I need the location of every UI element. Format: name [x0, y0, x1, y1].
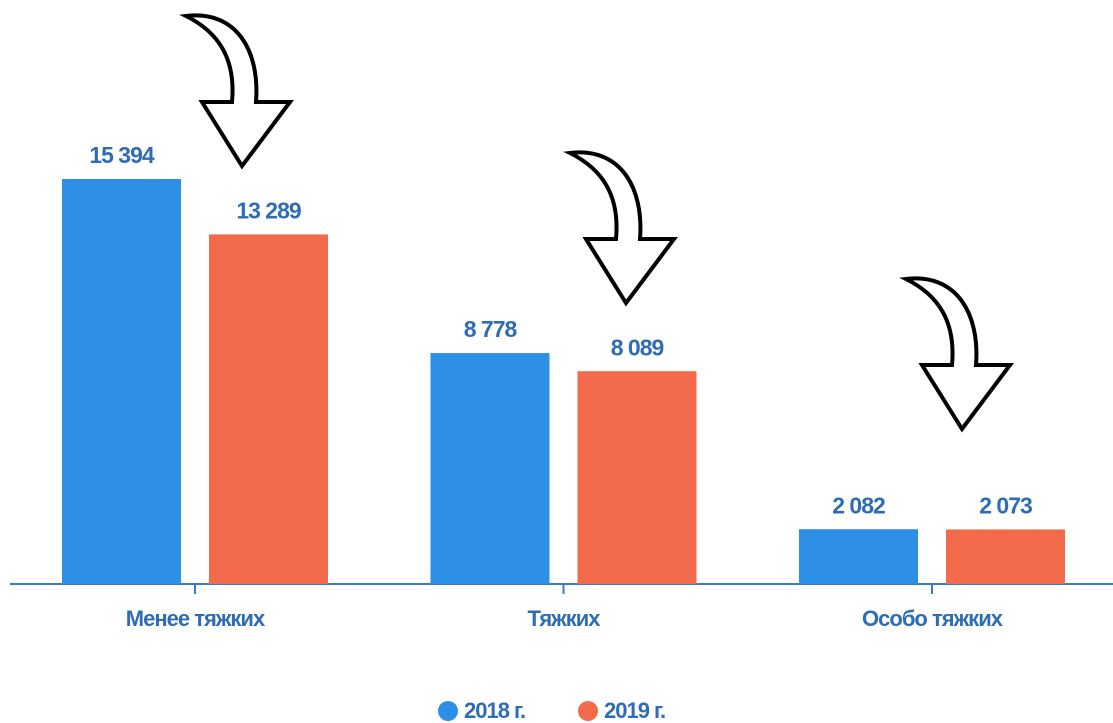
data-label: 2 082	[832, 492, 885, 518]
bar	[577, 371, 697, 584]
bar	[799, 529, 918, 584]
legend-label: 2018 г.	[464, 698, 525, 723]
data-label: 8 778	[464, 316, 518, 342]
legend-marker	[578, 701, 598, 721]
x-tick-label: Менее тяжких	[126, 606, 266, 631]
arrow	[568, 150, 676, 305]
bar	[946, 529, 1065, 584]
data-label: 8 089	[611, 334, 664, 360]
data-label: 2 073	[979, 493, 1032, 519]
bar	[62, 179, 181, 584]
arrow	[904, 276, 1012, 431]
bar	[430, 353, 550, 584]
legend-label: 2019 г.	[604, 698, 665, 723]
x-tick-label: Особо тяжких	[862, 606, 1004, 631]
arrow	[184, 13, 292, 168]
x-tick-label: Тяжких	[527, 606, 601, 631]
data-label: 13 289	[236, 197, 301, 223]
data-label: 15 394	[89, 142, 155, 168]
legend-marker	[438, 701, 458, 721]
bar	[209, 234, 328, 584]
